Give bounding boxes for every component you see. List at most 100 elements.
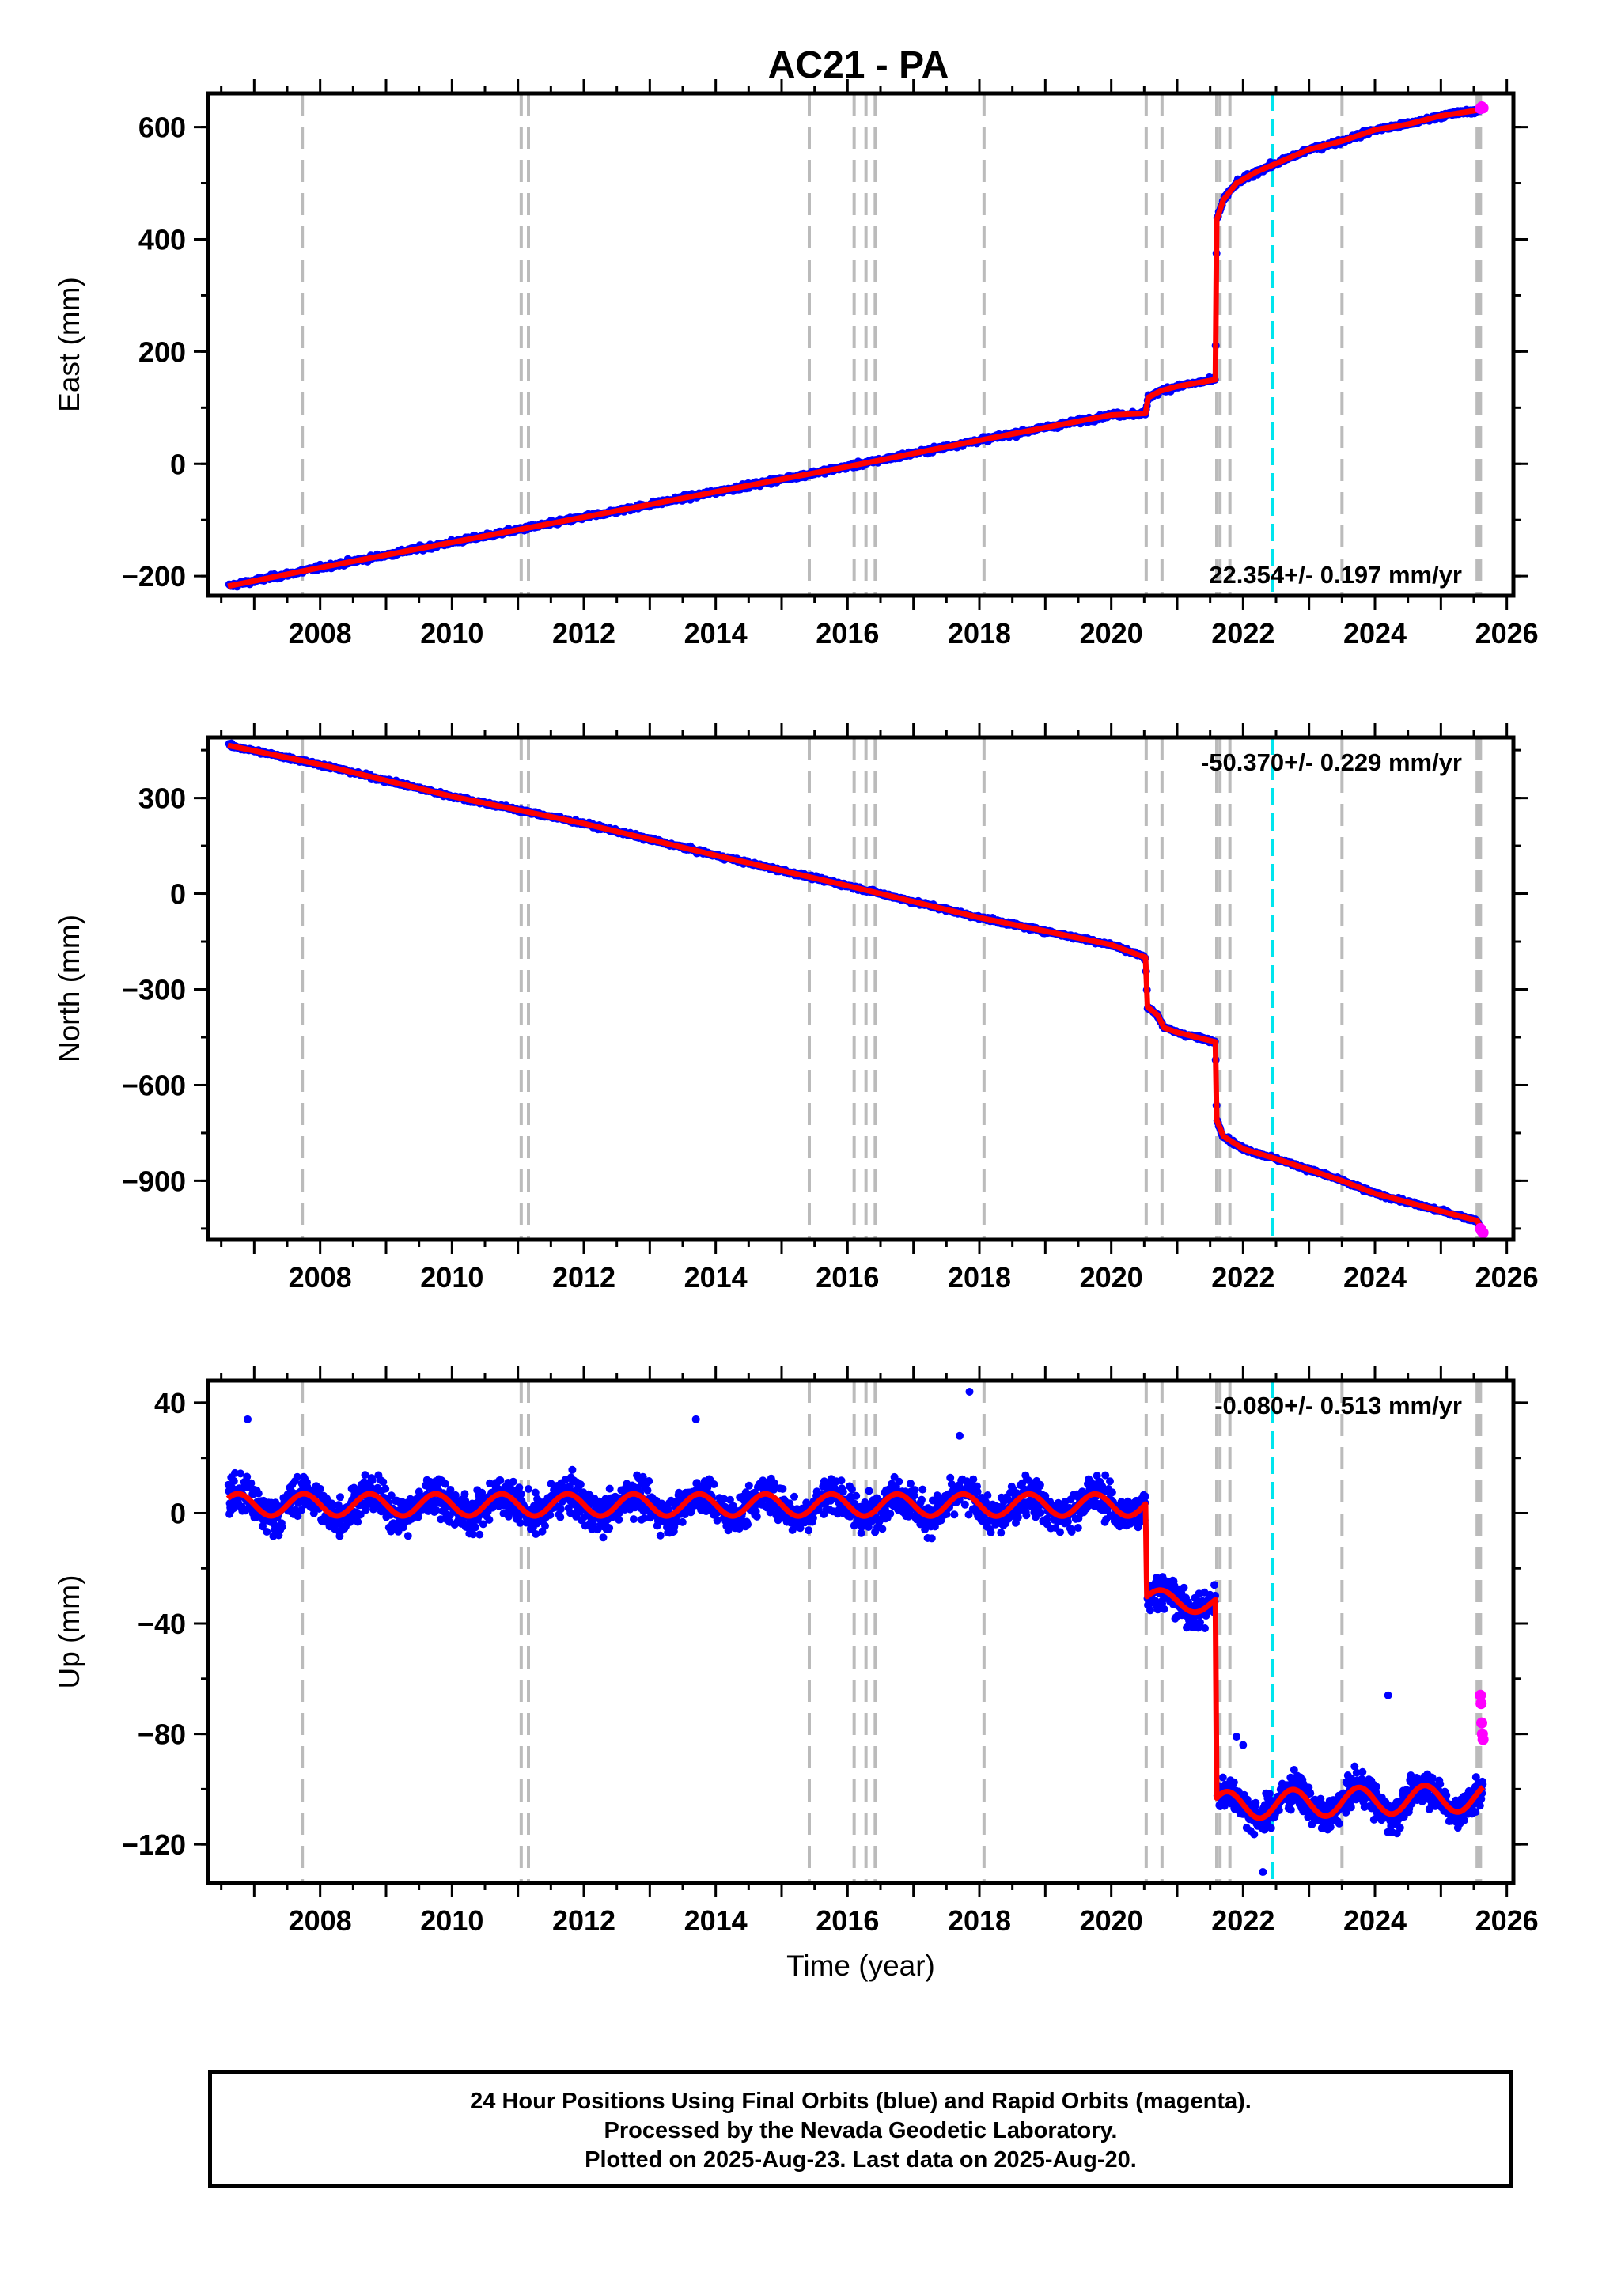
x-tick-label: 2026 [1475, 1261, 1539, 1294]
x-tick-label: 2020 [1080, 617, 1143, 650]
north-plot-area [225, 737, 1489, 1240]
data-point [532, 1530, 540, 1538]
data-point [814, 1506, 823, 1514]
data-point [541, 1521, 549, 1530]
figure-title: AC21 - PA [768, 44, 949, 86]
data-point [361, 1471, 369, 1480]
y-tick-label: −200 [122, 560, 186, 593]
y-tick-label: −900 [122, 1165, 186, 1197]
east-y-axis-label: East (mm) [53, 277, 85, 412]
data-point [469, 1530, 477, 1539]
data-point [496, 1476, 505, 1484]
x-tick-label: 2012 [552, 617, 615, 650]
data-point [437, 1515, 445, 1524]
data-point [516, 1518, 525, 1527]
data-point [778, 1484, 787, 1493]
data-point [399, 1523, 407, 1532]
data-point [354, 1517, 362, 1526]
x-tick-label: 2018 [948, 617, 1011, 650]
data-point [752, 1512, 761, 1521]
data-point [910, 1491, 918, 1500]
data-point [451, 1491, 460, 1499]
data-point [517, 1490, 525, 1498]
data-point [878, 1525, 887, 1533]
x-tick-label: 2008 [289, 617, 352, 650]
data-point [556, 1513, 565, 1521]
data-point [864, 1523, 873, 1531]
model-fit-line [227, 742, 1486, 1233]
rapid-orbit-point [1477, 102, 1489, 114]
data-point [645, 1477, 653, 1485]
data-point [725, 1495, 734, 1504]
data-point [515, 1483, 524, 1492]
data-point [486, 1479, 494, 1487]
data-point [703, 1483, 712, 1492]
data-point [790, 1492, 798, 1501]
data-point [907, 1480, 915, 1488]
data-point [847, 1485, 856, 1494]
y-tick-label: −600 [122, 1069, 186, 1101]
x-tick-label: 2024 [1343, 1261, 1407, 1294]
data-point [525, 1485, 532, 1493]
data-point [710, 1480, 718, 1488]
x-tick-label: 2010 [420, 617, 483, 650]
east-panel: 2008 2010 2012 2014 2016 2018 2020 2022 2024 2026… [53, 79, 1539, 650]
data-point [678, 1517, 687, 1526]
x-tick-label: 2018 [948, 1261, 1011, 1294]
data-point [852, 1491, 861, 1500]
y-tick-label: −300 [122, 974, 186, 1006]
x-tick-label: 2026 [1475, 617, 1539, 650]
x-tick-label: 2014 [684, 1261, 748, 1294]
x-tick-label: 2012 [552, 1261, 615, 1294]
data-point [865, 1487, 873, 1495]
data-point [446, 1486, 455, 1494]
data-point [441, 1480, 449, 1488]
east-plot-area [225, 93, 1489, 596]
data-point [336, 1493, 344, 1502]
north-y-axis-label: North (mm) [53, 915, 85, 1063]
data-point [254, 1489, 263, 1498]
y-tick-label: 200 [138, 335, 186, 368]
data-point [504, 1512, 513, 1521]
data-point [485, 1515, 494, 1524]
data-point [475, 1530, 484, 1539]
y-tick-label: 0 [170, 448, 186, 480]
data-point [368, 1476, 377, 1484]
x-tick-label: 2020 [1080, 1261, 1143, 1294]
data-point [531, 1488, 540, 1497]
data-point [895, 1477, 903, 1486]
data-point [837, 1476, 846, 1485]
data-point [471, 1523, 479, 1532]
data-point [809, 1514, 817, 1522]
data-point [293, 1472, 301, 1481]
data-point [640, 1514, 649, 1522]
data-point [381, 1484, 390, 1493]
data-point [247, 1479, 256, 1487]
data-point [546, 1510, 555, 1519]
model-fit-line [227, 106, 1484, 589]
data-point [237, 1469, 244, 1478]
rapid-orbit-point [1477, 1227, 1489, 1239]
data-point [770, 1485, 778, 1494]
x-tick-label: 2010 [420, 1261, 483, 1294]
x-tick-label: 2016 [816, 1261, 879, 1294]
data-point [672, 1517, 681, 1526]
data-point [387, 1491, 396, 1500]
data-point [479, 1520, 487, 1529]
north-frame [206, 735, 1516, 1242]
y-tick-label: 400 [138, 223, 186, 256]
east-frame [206, 91, 1516, 598]
y-tick-label: 300 [138, 782, 186, 815]
data-point [556, 1505, 565, 1514]
data-point [886, 1510, 895, 1518]
x-tick-label: 2014 [684, 617, 748, 650]
data-point [356, 1510, 365, 1519]
data-point [605, 1524, 614, 1533]
data-point [576, 1480, 585, 1489]
data-point [857, 1529, 865, 1537]
data-point [713, 1516, 721, 1525]
x-tick-label: 2016 [816, 617, 879, 650]
y-tick-label: 0 [170, 878, 186, 911]
data-point [911, 1486, 919, 1495]
